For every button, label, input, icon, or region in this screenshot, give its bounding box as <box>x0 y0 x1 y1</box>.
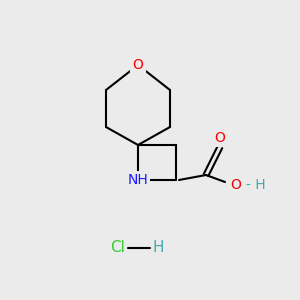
Text: O: O <box>133 58 143 72</box>
Text: Cl: Cl <box>111 241 125 256</box>
Text: NH: NH <box>128 173 148 187</box>
Text: H: H <box>152 241 164 256</box>
Text: O: O <box>214 131 225 145</box>
Text: O: O <box>231 178 242 192</box>
Text: - H: - H <box>246 178 266 192</box>
